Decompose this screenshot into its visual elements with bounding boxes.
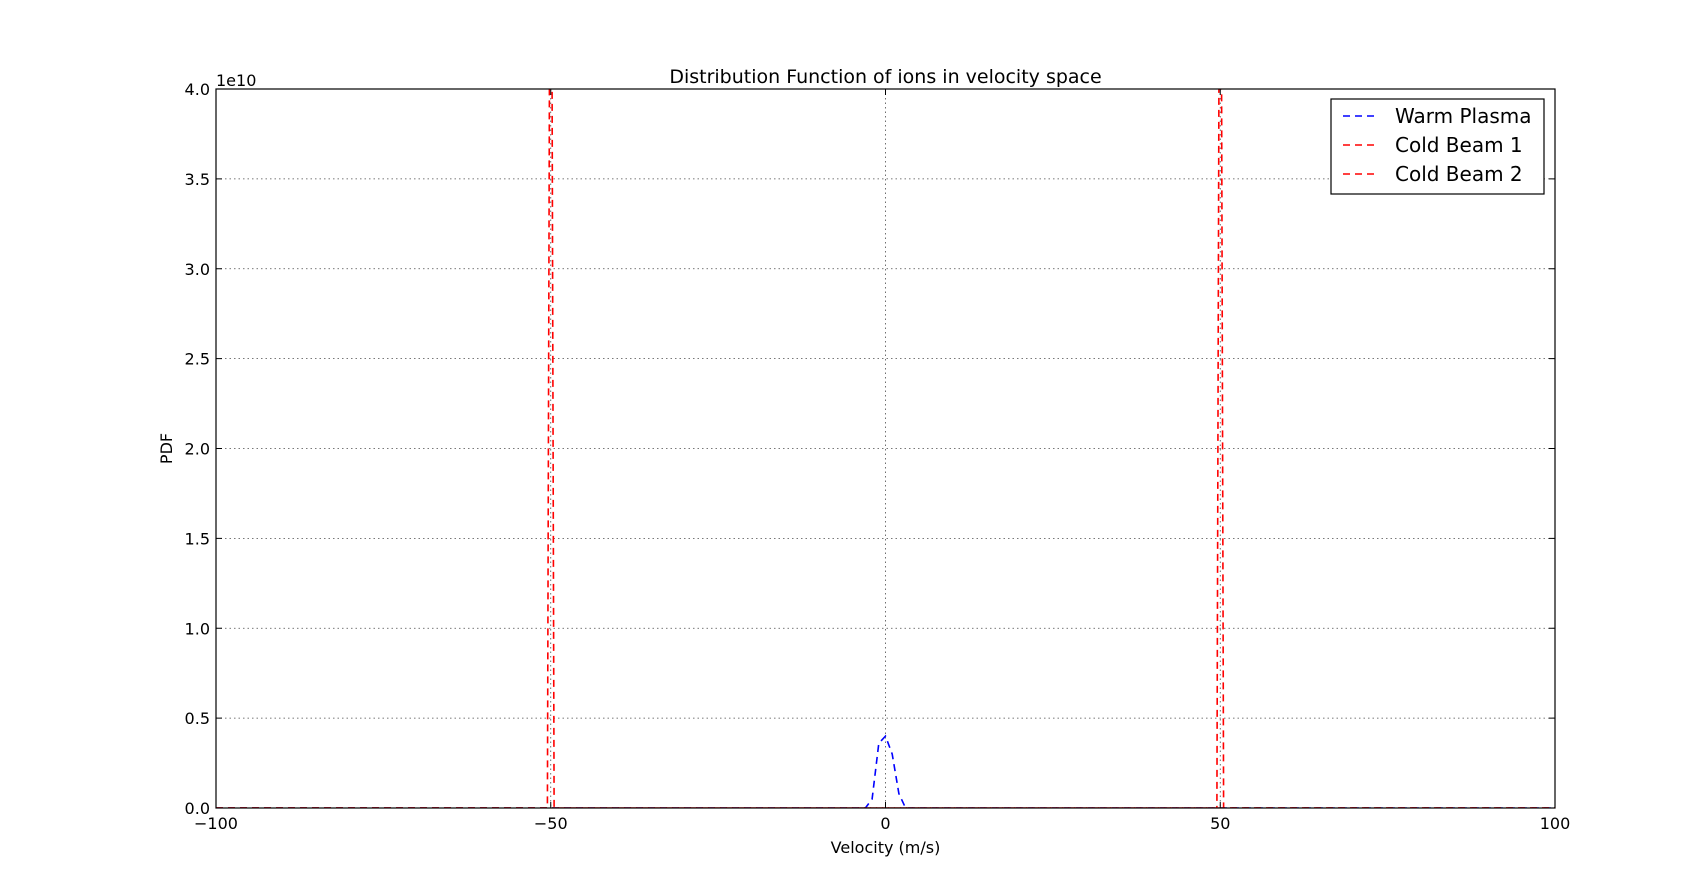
y-tick-label: 1.5: [185, 529, 210, 548]
y-axis-label: PDF: [157, 433, 176, 464]
legend: Warm Plasma Cold Beam 1 Cold Beam 2: [1330, 98, 1545, 195]
y-tick-label: 4.0: [185, 80, 210, 99]
x-tick-label: 50: [1210, 814, 1230, 833]
grid: [216, 89, 1555, 808]
x-tick-label: 0: [880, 814, 890, 833]
y-tick-label: 2.0: [185, 440, 210, 459]
y-tick-label: 0.0: [185, 799, 210, 818]
y-offset-label: 1e10: [216, 71, 256, 90]
y-tick-label: 1.0: [185, 619, 210, 638]
ticks: −100 −50 0 50 100 0.0 0.5 1.0 1.5 2.0 2.5 3.0 3.5 4.0: [185, 80, 1571, 833]
legend-label-warm-plasma: Warm Plasma: [1395, 104, 1532, 128]
x-tick-label: 100: [1540, 814, 1571, 833]
y-tick-label: 0.5: [185, 709, 210, 728]
x-tick-label: −50: [534, 814, 568, 833]
series-group: [216, 89, 1555, 808]
y-tick-label: 2.5: [185, 350, 210, 369]
x-tick-label: −100: [194, 814, 238, 833]
y-tick-label: 3.0: [185, 260, 210, 279]
series-line-warm-plasma: [216, 734, 1555, 808]
legend-label-cold-beam-2: Cold Beam 2: [1395, 162, 1523, 186]
legend-box: [1330, 98, 1545, 195]
y-tick-label: 3.5: [185, 170, 210, 189]
legend-label-cold-beam-1: Cold Beam 1: [1395, 133, 1523, 157]
chart-title: Distribution Function of ions in velocit…: [669, 66, 1101, 88]
x-axis-label: Velocity (m/s): [831, 838, 941, 857]
